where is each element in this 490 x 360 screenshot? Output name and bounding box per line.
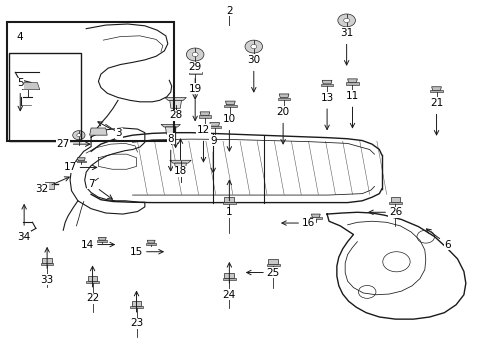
Text: 13: 13 [320, 93, 334, 103]
Polygon shape [45, 182, 54, 189]
Circle shape [338, 14, 355, 27]
Text: 5: 5 [17, 78, 24, 88]
Polygon shape [208, 126, 221, 129]
Circle shape [77, 134, 81, 137]
Text: 23: 23 [130, 319, 143, 328]
Text: 28: 28 [169, 111, 182, 121]
Text: 21: 21 [430, 98, 443, 108]
Polygon shape [391, 197, 400, 202]
Text: 12: 12 [197, 125, 210, 135]
Bar [9, 53, 81, 140]
Polygon shape [189, 72, 201, 74]
Polygon shape [347, 79, 357, 82]
Polygon shape [165, 98, 186, 100]
Polygon shape [224, 273, 234, 278]
Text: 34: 34 [18, 232, 31, 242]
Circle shape [343, 18, 349, 23]
Polygon shape [170, 160, 191, 163]
Polygon shape [430, 90, 443, 93]
Polygon shape [174, 163, 186, 171]
Text: 33: 33 [41, 275, 54, 285]
Text: 3: 3 [116, 129, 122, 138]
Polygon shape [147, 240, 155, 243]
Text: 10: 10 [223, 114, 236, 124]
Text: 22: 22 [86, 293, 99, 303]
Text: 1: 1 [226, 207, 233, 217]
Polygon shape [346, 82, 359, 85]
Circle shape [251, 44, 257, 49]
Text: 16: 16 [302, 218, 315, 228]
Text: 19: 19 [189, 84, 202, 94]
Polygon shape [312, 214, 320, 217]
Polygon shape [225, 101, 235, 105]
Text: 32: 32 [36, 184, 49, 194]
Text: 7: 7 [88, 179, 95, 189]
Bar [6, 22, 174, 140]
Text: 6: 6 [444, 239, 451, 249]
Polygon shape [88, 276, 98, 281]
Polygon shape [267, 264, 280, 266]
Text: 29: 29 [189, 62, 202, 72]
Polygon shape [224, 197, 234, 202]
Polygon shape [224, 105, 237, 107]
Text: 4: 4 [17, 32, 24, 41]
Polygon shape [432, 87, 441, 90]
Polygon shape [146, 243, 156, 245]
Polygon shape [310, 217, 321, 219]
Polygon shape [389, 202, 402, 204]
Polygon shape [98, 237, 106, 240]
Polygon shape [269, 259, 278, 264]
Text: 24: 24 [223, 290, 236, 300]
Polygon shape [22, 82, 40, 90]
Polygon shape [223, 278, 236, 280]
Polygon shape [97, 240, 107, 242]
Text: 18: 18 [174, 166, 187, 176]
Text: 14: 14 [81, 239, 94, 249]
Circle shape [245, 40, 263, 53]
Polygon shape [321, 84, 333, 86]
Polygon shape [210, 123, 220, 126]
Text: 11: 11 [346, 91, 359, 101]
Polygon shape [77, 158, 85, 161]
Polygon shape [223, 202, 236, 204]
Polygon shape [200, 112, 210, 116]
Text: 20: 20 [276, 107, 290, 117]
Text: 2: 2 [226, 6, 233, 16]
Polygon shape [198, 116, 211, 118]
Text: 26: 26 [389, 207, 402, 217]
Polygon shape [161, 125, 180, 127]
Text: 8: 8 [168, 134, 174, 144]
Polygon shape [278, 98, 291, 100]
Polygon shape [166, 127, 176, 134]
Polygon shape [86, 281, 99, 283]
Circle shape [73, 131, 85, 140]
Text: 25: 25 [267, 267, 280, 278]
Text: 9: 9 [210, 136, 217, 145]
Text: 30: 30 [247, 55, 260, 65]
Circle shape [186, 48, 204, 61]
Polygon shape [90, 128, 107, 135]
Text: 17: 17 [63, 162, 77, 172]
Polygon shape [41, 263, 53, 265]
Polygon shape [170, 100, 181, 108]
Polygon shape [190, 68, 200, 72]
Circle shape [192, 52, 198, 57]
Polygon shape [42, 258, 52, 263]
Polygon shape [322, 80, 332, 84]
Polygon shape [132, 301, 142, 306]
Text: 27: 27 [57, 139, 70, 149]
Text: 31: 31 [340, 28, 353, 38]
Polygon shape [76, 161, 86, 162]
Text: 15: 15 [130, 247, 143, 257]
Polygon shape [130, 306, 143, 309]
Polygon shape [279, 94, 289, 98]
